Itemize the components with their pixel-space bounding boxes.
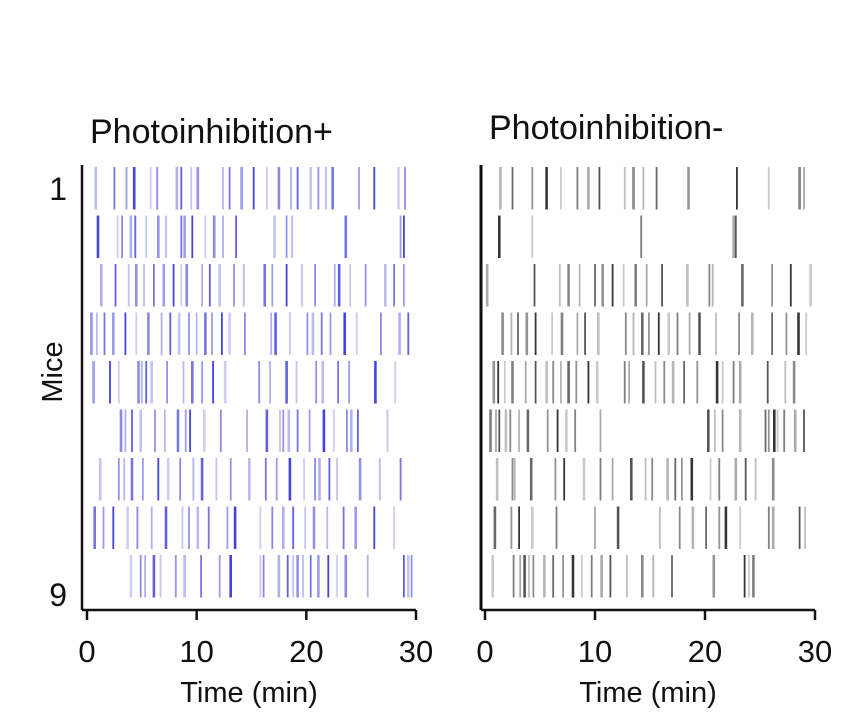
panel-photoinhibition-minus: Photoinhibition- 0 10 20 30 Time (min) [476, 109, 832, 709]
raster-marks-plus [90, 167, 413, 598]
x-tick-label: 20 [688, 634, 722, 669]
x-axis-ticks: 0 10 20 30 [476, 610, 832, 669]
x-tick-label: 0 [78, 634, 95, 669]
x-tick-label: 30 [399, 634, 433, 669]
row-labels: 19 [49, 171, 67, 613]
x-axis-ticks: 0 10 20 30 [78, 610, 433, 669]
x-tick-label: 30 [798, 634, 832, 669]
x-tick-label: 0 [476, 634, 493, 669]
x-tick-label: 20 [289, 634, 323, 669]
x-axis-label-plus: Time (min) [180, 677, 317, 709]
x-tick-label: 10 [578, 634, 612, 669]
x-axis-label-minus: Time (min) [579, 677, 716, 709]
panel-title-minus: Photoinhibition- [489, 109, 723, 147]
panel-title-plus: Photoinhibition+ [90, 113, 333, 151]
y-axis-label: Mice [37, 341, 69, 402]
raster-marks-minus [485, 167, 812, 598]
mouse-row-label: 9 [49, 577, 67, 613]
x-tick-label: 10 [179, 634, 213, 669]
panel-photoinhibition-plus: Photoinhibition+ Mice 19 0 10 20 30 Time (m… [37, 113, 433, 709]
mouse-row-label: 1 [49, 171, 67, 207]
